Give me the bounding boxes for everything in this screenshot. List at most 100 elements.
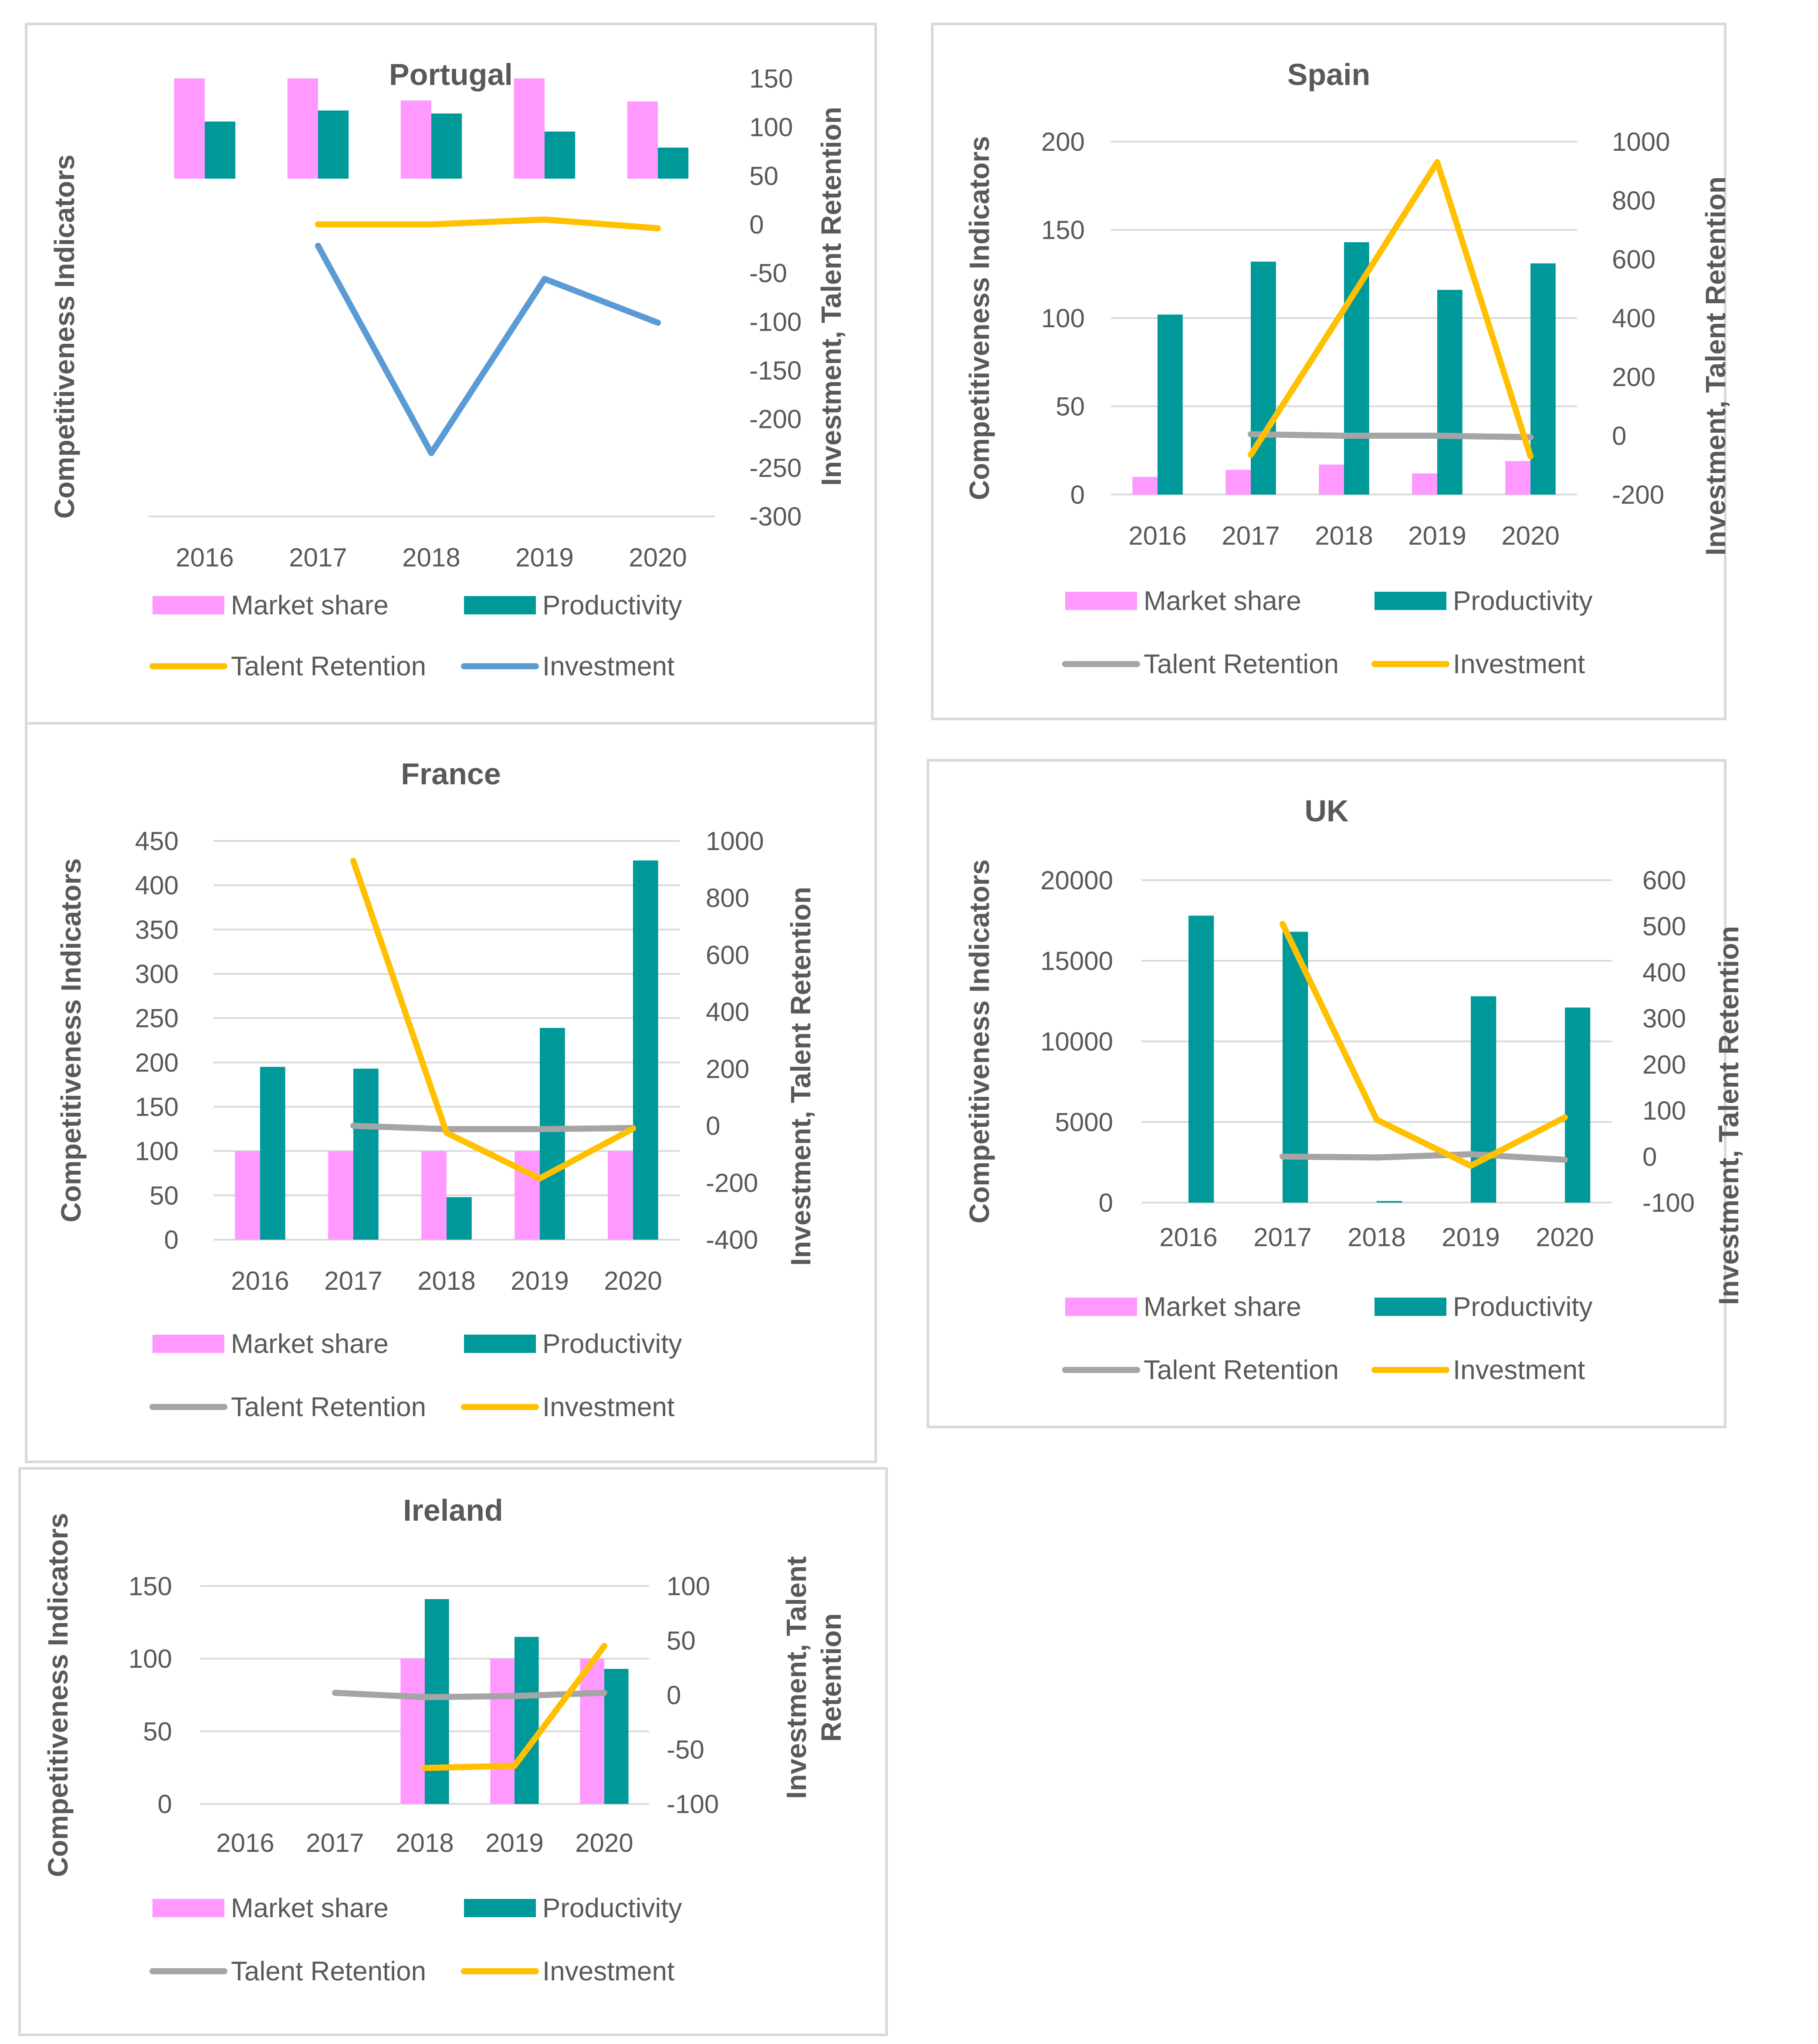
france-y2-tick-label: 800 <box>706 884 749 913</box>
portugal-chart: 150 100 50 0 -50 -100 -150 -200 -250 -300 2016 2017… <box>25 23 877 725</box>
spain-line-investment <box>1248 159 1534 460</box>
uk-line-investment <box>1280 921 1568 1169</box>
france-bar-productivity <box>447 1197 472 1240</box>
spain-y2-tick-label: 800 <box>1612 186 1655 215</box>
spain-y-axis-title: Competitiveness Indicators <box>964 136 995 500</box>
portugal-bar-market-share <box>400 100 431 179</box>
ireland-x-tick-label: 2017 <box>306 1828 364 1858</box>
spain-x-tick-label: 2020 <box>1501 521 1559 550</box>
spain-bar-market-share <box>1505 461 1530 495</box>
france-x-tick-label: 2018 <box>417 1266 475 1295</box>
portugal-bar-productivity <box>658 147 689 179</box>
portugal-y2-tick-label: 100 <box>749 113 793 142</box>
france-y-tick-label: 200 <box>135 1048 179 1077</box>
ireland-legend-investment-label: Investment <box>542 1956 674 1986</box>
france-bar-productivity <box>353 1068 379 1240</box>
spain-legend-productivity-swatch <box>1375 592 1446 610</box>
spain-legend-productivity-label: Productivity <box>1453 586 1592 616</box>
uk-legend-talent-retention-label: Talent Retention <box>1144 1355 1339 1385</box>
uk-bar-productivity <box>1471 996 1496 1203</box>
ireland-line-talent-retention <box>332 1690 607 1700</box>
uk-chart-frame <box>927 759 1727 1428</box>
france-x-tick-label: 2019 <box>511 1266 569 1295</box>
uk-legend-productivity-swatch <box>1375 1298 1446 1316</box>
france-y2-tick-label: 400 <box>706 997 749 1027</box>
spain-chart: 200 150 100 50 0 1000 800 600 400 200 0 -200 2016 201… <box>931 23 1731 720</box>
uk-bar-productivity <box>1188 915 1214 1203</box>
uk-bar-productivity <box>1377 1201 1402 1203</box>
spain-bar-market-share <box>1132 477 1158 495</box>
portugal-y2-tick-label: -100 <box>749 307 802 336</box>
portugal-bar-market-share <box>627 101 658 179</box>
spain-bar-productivity <box>1437 290 1463 495</box>
uk-y-tick-label: 15000 <box>1040 946 1113 976</box>
spain-y2-tick-label: 1000 <box>1612 127 1670 156</box>
portugal-legend-investment-label: Investment <box>542 651 674 681</box>
portugal-bar-productivity <box>318 110 349 179</box>
portugal-legend-productivity-label: Productivity <box>542 590 682 620</box>
uk-chart-title: UK <box>1304 794 1348 828</box>
spain-y2-tick-label: 200 <box>1612 363 1655 392</box>
ireland-bar-productivity <box>425 1599 449 1804</box>
uk-x-tick-label: 2018 <box>1347 1223 1405 1252</box>
spain-legend-market-share-swatch <box>1065 592 1137 610</box>
france-y-tick-label: 250 <box>135 1004 179 1033</box>
spain-chart-frame <box>931 23 1727 720</box>
portugal-y2-axis-title: Investment, Talent Retention <box>816 107 847 486</box>
portugal-bar-productivity <box>205 121 236 179</box>
france-x-tick-label: 2016 <box>231 1266 289 1295</box>
spain-legend-talent-retention-label: Talent Retention <box>1144 649 1339 679</box>
spain-chart-title: Spain <box>1287 58 1371 92</box>
ireland-y-axis-title: Competitiveness Indicators <box>42 1513 74 1877</box>
france-legend-market-share-label: Market share <box>231 1329 389 1359</box>
portugal-chart-title: Portugal <box>389 58 513 92</box>
portugal-y2-tick-label: 0 <box>749 210 764 239</box>
spain-bar-market-share <box>1412 473 1437 495</box>
france-y-tick-label: 150 <box>135 1092 179 1122</box>
france-chart-title: France <box>401 757 501 791</box>
france-x-tick-label: 2017 <box>324 1266 382 1295</box>
portugal-bar-productivity <box>545 131 576 179</box>
portugal-legend-market-share-swatch <box>152 596 224 614</box>
ireland-y2-tick-label: 0 <box>667 1681 681 1710</box>
uk-y2-tick-label: -100 <box>1642 1188 1695 1217</box>
portugal-bar-market-share <box>174 78 205 179</box>
ireland-bar-market-share <box>400 1658 425 1804</box>
uk-legend-productivity-label: Productivity <box>1453 1292 1592 1322</box>
ireland-x-tick-label: 2016 <box>216 1828 274 1858</box>
ireland-x-tick-label: 2019 <box>485 1828 543 1858</box>
ireland-y2-tick-label: -50 <box>667 1735 704 1764</box>
spain-bar-productivity <box>1158 314 1183 495</box>
spain-bar-market-share <box>1226 470 1251 495</box>
spain-x-tick-label: 2016 <box>1128 521 1186 550</box>
france-y-tick-label: 450 <box>135 827 179 856</box>
spain-x-tick-label: 2019 <box>1408 521 1466 550</box>
portugal-x-tick-label: 2017 <box>289 543 347 572</box>
uk-y-tick-label: 10000 <box>1040 1027 1113 1056</box>
ireland-chart-title: Ireland <box>403 1493 503 1527</box>
france-legend-talent-retention-label: Talent Retention <box>231 1392 426 1422</box>
portugal-y2-tick-label: -150 <box>749 356 802 385</box>
spain-y-tick-label: 0 <box>1070 480 1085 509</box>
france-bar-market-share <box>421 1151 447 1240</box>
france-x-tick-label: 2020 <box>604 1266 662 1295</box>
spain-y2-tick-label: 0 <box>1612 421 1626 451</box>
portugal-y2-tick-label: -250 <box>749 453 802 482</box>
uk-x-tick-label: 2019 <box>1442 1223 1500 1252</box>
portugal-line-talent-retention <box>315 216 661 231</box>
france-y-tick-label: 100 <box>135 1137 179 1166</box>
spain-line-talent-retention <box>1248 431 1534 441</box>
portugal-x-tick-label: 2018 <box>402 543 460 572</box>
france-y-axis-title: Competitiveness Indicators <box>55 858 87 1223</box>
france-y-tick-label: 350 <box>135 915 179 944</box>
spain-y2-tick-label: -200 <box>1612 480 1664 509</box>
spain-y2-tick-label: 400 <box>1612 304 1655 333</box>
spain-bar-market-share <box>1319 464 1344 495</box>
france-legend-productivity-swatch <box>464 1335 536 1353</box>
ireland-chart: 150 100 50 0 100 50 0 -50 -100 2016 2017 2018 2019 20… <box>18 1467 888 2036</box>
ireland-y2-tick-label: 100 <box>667 1572 710 1601</box>
ireland-bar-productivity <box>604 1669 629 1804</box>
france-y2-tick-label: -200 <box>706 1168 758 1197</box>
portugal-y2-tick-label: -50 <box>749 259 787 288</box>
spain-bar-productivity <box>1251 261 1276 495</box>
